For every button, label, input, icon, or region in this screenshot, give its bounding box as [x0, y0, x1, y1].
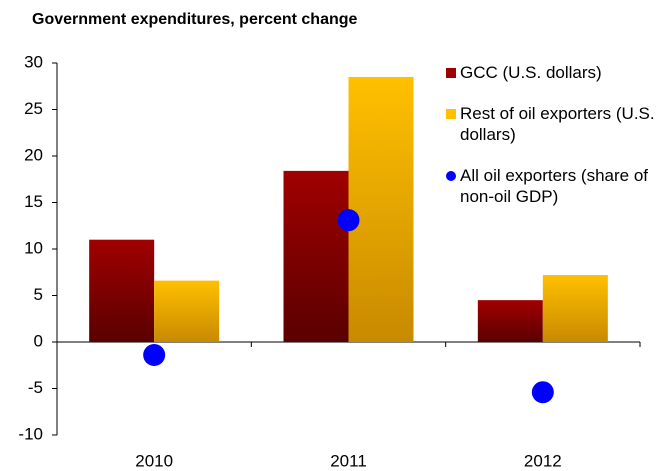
y-tick-label: 15 [24, 192, 43, 211]
legend-item: All oil exporters (share of non-oil GDP) [446, 165, 656, 207]
y-tick-label: 0 [34, 331, 43, 350]
legend-label: All oil exporters (share of non-oil GDP) [460, 166, 649, 206]
legend-label: Rest of oil exporters (U.S. dollars) [460, 104, 655, 144]
legend-swatch [446, 171, 456, 181]
y-tick-label: 30 [24, 52, 43, 71]
bar [542, 275, 608, 342]
bar [348, 76, 414, 342]
y-tick-label: -5 [28, 378, 43, 397]
bar [477, 300, 543, 342]
bar [283, 170, 349, 342]
bar [154, 280, 220, 342]
legend: GCC (U.S. dollars) Rest of oil exporters … [446, 62, 656, 227]
y-tick-label: 25 [24, 99, 43, 118]
dot [143, 344, 166, 367]
x-tick-label: 2012 [524, 451, 562, 470]
legend-item: Rest of oil exporters (U.S. dollars) [446, 103, 656, 145]
legend-item: GCC (U.S. dollars) [446, 62, 656, 83]
y-tick-label: 5 [34, 285, 43, 304]
legend-swatch [446, 109, 456, 119]
y-tick-label: -10 [18, 424, 43, 443]
x-tick-label: 2011 [330, 451, 367, 470]
dot [531, 381, 554, 404]
legend-label: GCC (U.S. dollars) [460, 63, 602, 82]
x-tick-label: 2010 [135, 451, 173, 470]
dot [337, 209, 360, 232]
legend-swatch [446, 68, 456, 78]
bar [89, 239, 155, 342]
y-tick-label: 20 [24, 145, 43, 164]
y-tick-label: 10 [24, 238, 43, 257]
chart-title: Government expenditures, percent change [32, 11, 358, 28]
